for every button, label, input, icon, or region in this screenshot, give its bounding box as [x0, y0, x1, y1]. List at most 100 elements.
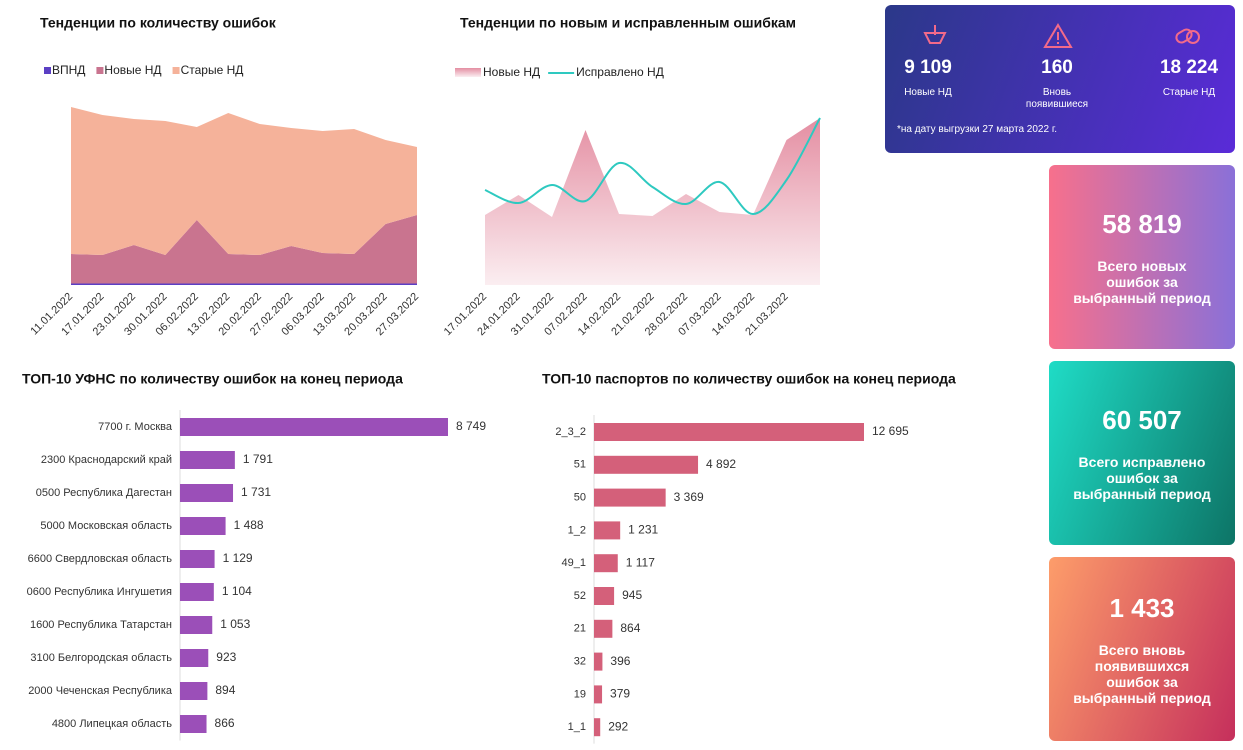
y-tick-label: 0500 Республика Дагестан: [36, 487, 172, 499]
data-label: 1 791: [243, 452, 273, 466]
legend-label: Исправлено НД: [576, 65, 664, 79]
data-label: 292: [608, 719, 628, 733]
y-tick-label: 49_1: [562, 557, 586, 569]
bar: [594, 718, 601, 737]
bar: [180, 583, 214, 601]
area: [71, 283, 417, 285]
chart-title: ТОП-10 паспортов по количеству ошибок на…: [542, 371, 956, 387]
data-label: 12 695: [872, 424, 909, 438]
bar: [594, 685, 603, 704]
y-tick-label: 32: [574, 656, 586, 668]
y-tick-label: 7700 г. Москва: [98, 421, 173, 433]
y-tick-label: 1_2: [568, 524, 586, 536]
summary-item: 9 109 Новые НД: [873, 57, 983, 99]
y-tick-label: 0600 Республика Ингушетия: [27, 586, 172, 598]
y-tick-label: 21: [574, 623, 586, 635]
bar: [594, 652, 603, 671]
data-label: 1 731: [241, 485, 271, 499]
legend-label: Старые НД: [181, 63, 244, 77]
bar: [180, 517, 226, 535]
summary-value: 9 109: [904, 57, 952, 78]
kpi-label: Всего исправлено ошибок за выбранный пер…: [1073, 453, 1211, 502]
legend-label: ВПНД: [52, 63, 85, 77]
y-tick-label: 1_1: [568, 721, 586, 733]
y-tick-label: 5000 Московская область: [40, 520, 172, 532]
icon: [1043, 23, 1073, 48]
y-tick-label: 3100 Белгородская область: [30, 652, 172, 664]
data-label: 396: [610, 654, 630, 668]
bar: [594, 587, 615, 605]
legend-swatch: [96, 67, 104, 74]
legend-label: Новые НД: [104, 63, 161, 77]
legend-label: Новые НД: [483, 65, 540, 79]
summary-card: 9 109 Новые НД 160 Вновь появившиеся 18 22…: [885, 5, 1235, 153]
bar: [594, 455, 699, 474]
y-tick-label: 50: [574, 492, 586, 504]
legend-swatch: [172, 67, 180, 74]
bar: [594, 521, 621, 540]
line: [484, 117, 821, 216]
kpi-card: 1 433 Всего вновь появившихся ошибок за в…: [1049, 557, 1235, 741]
kpi-value: 60 507: [1102, 404, 1182, 435]
data-label: 1 104: [222, 584, 252, 598]
kpi-card: 58 819 Всего новых ошибок за выбранный пе…: [1049, 165, 1235, 349]
bar: [594, 554, 618, 573]
bar: [180, 550, 215, 568]
summary-value: 160: [1041, 57, 1073, 78]
summary-label: Вновь появившиеся: [1025, 87, 1089, 110]
area: [71, 107, 417, 255]
kpi-value: 58 819: [1102, 208, 1182, 239]
data-label: 1 053: [220, 617, 250, 631]
bar: [594, 619, 613, 638]
data-label: 379: [610, 687, 630, 701]
y-tick-label: 4800 Липецкая область: [52, 718, 172, 730]
data-label: 923: [216, 650, 236, 664]
bar: [180, 616, 213, 634]
data-label: 1 129: [223, 551, 253, 565]
data-label: 8 749: [456, 419, 486, 433]
legend-swatch: [455, 68, 481, 77]
bar: [180, 484, 234, 502]
kpi-card: 60 507 Всего исправлено ошибок за выбранн…: [1049, 361, 1235, 545]
y-tick-label: 52: [574, 590, 586, 602]
chart-title: Тенденции по новым и исправленным ошибка…: [460, 15, 796, 31]
y-tick-label: 1600 Республика Татарстан: [30, 619, 172, 631]
area: [485, 118, 820, 285]
chart-title: ТОП-10 УФНС по количеству ошибок на коне…: [22, 371, 403, 387]
data-label: 894: [215, 683, 235, 697]
bar: [180, 649, 209, 667]
icon: [923, 25, 947, 44]
data-label: 4 892: [706, 457, 736, 471]
data-label: 1 488: [234, 518, 264, 532]
bar: [180, 418, 448, 436]
y-tick-label: 51: [574, 459, 586, 471]
legend-swatch: [44, 67, 51, 74]
summary-value: 18 224: [1159, 57, 1219, 78]
bar: [180, 451, 235, 469]
summary-label: Новые НД: [904, 87, 952, 98]
note: *на дату выгрузки 27 марта 2022 г.: [897, 124, 1058, 135]
data-label: 1 117: [626, 555, 655, 569]
bar: [180, 715, 207, 733]
kpi-value: 1 433: [1109, 592, 1175, 623]
y-tick-label: 2300 Краснодарский край: [41, 454, 172, 466]
y-tick-label: 19: [574, 688, 586, 700]
y-tick-label: 6600 Свердловская область: [28, 553, 173, 565]
y-tick-label: 2000 Чеченская Республика: [28, 685, 173, 697]
bar: [180, 682, 208, 700]
summary-label: Старые НД: [1162, 87, 1216, 98]
bar: [594, 423, 864, 441]
data-label: 866: [215, 716, 235, 730]
summary-item: 160 Вновь появившиеся: [1002, 57, 1112, 111]
summary-item: 18 224 Старые НД: [1134, 57, 1243, 99]
kpi-label: Всего новых ошибок за выбранный период: [1073, 257, 1211, 306]
data-label: 864: [620, 621, 640, 635]
data-label: 945: [622, 588, 642, 602]
data-label: 1 231: [628, 523, 658, 537]
chart-title: Тенденции по количеству ошибок: [40, 15, 277, 31]
icon: [1175, 28, 1200, 44]
bar: [594, 488, 666, 507]
area: [71, 215, 417, 284]
